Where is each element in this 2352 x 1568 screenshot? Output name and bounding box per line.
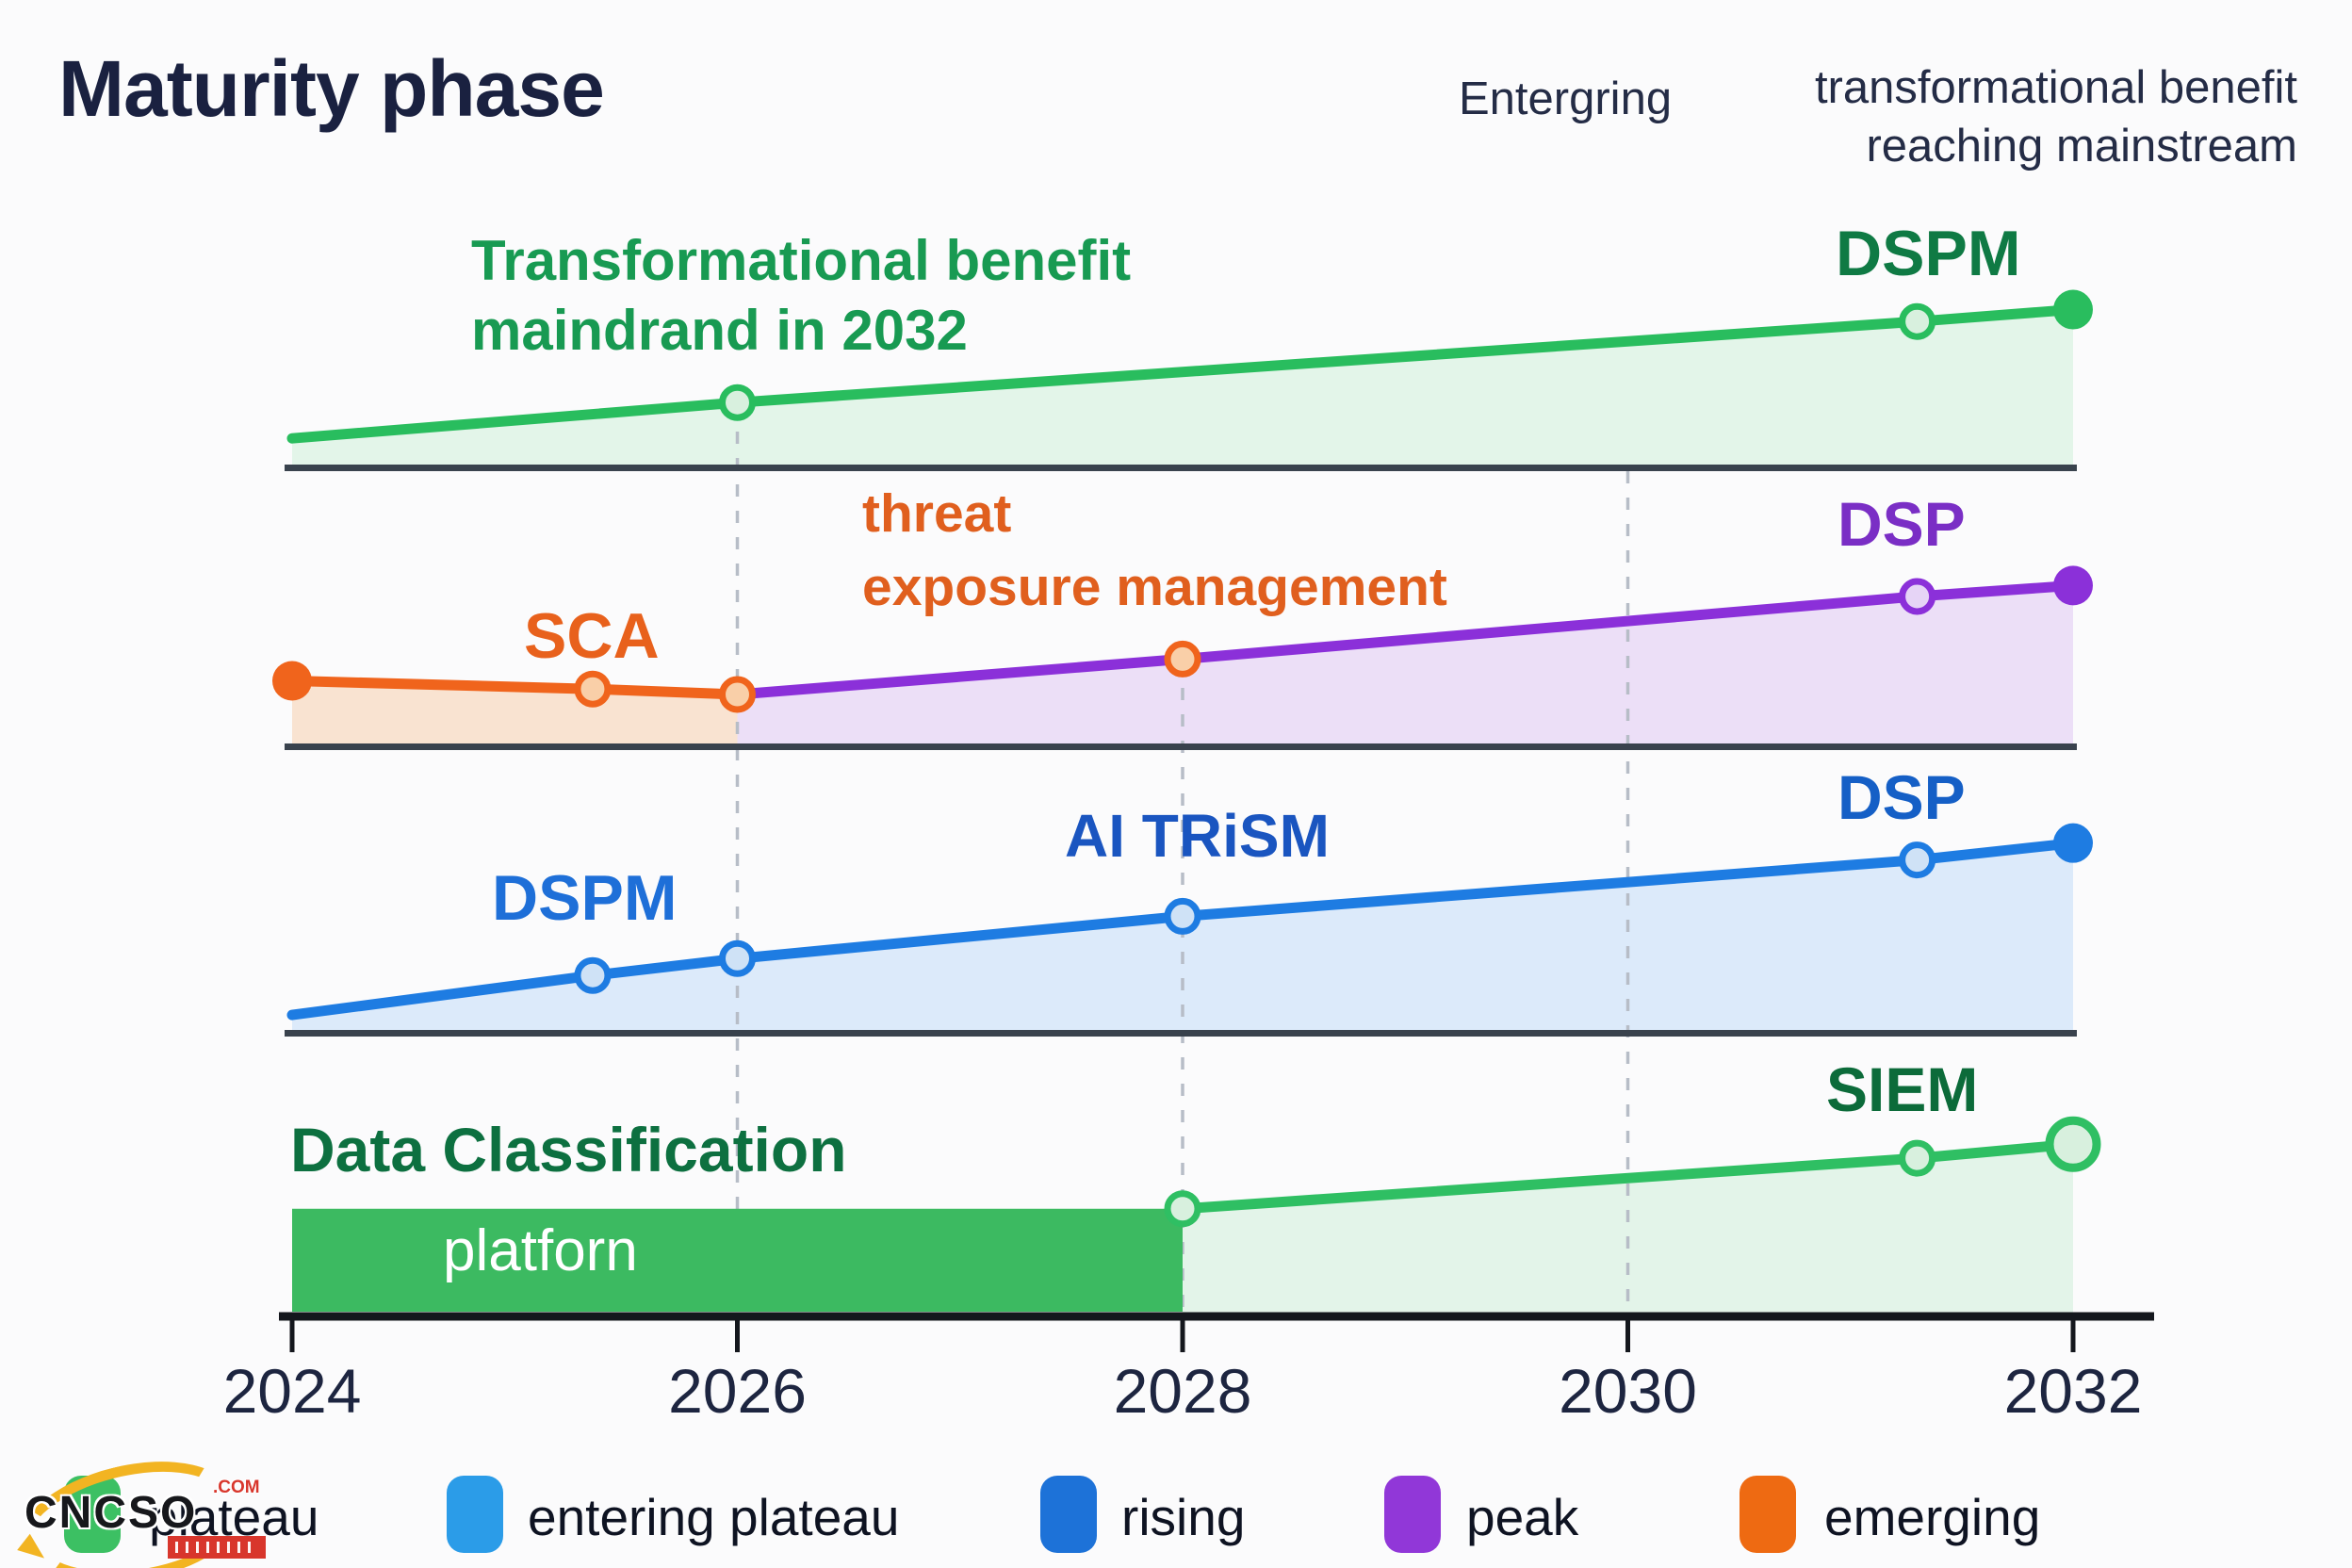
x-tick-2026: 2026 [668,1356,807,1426]
band4-series-label-siem: SIEM [1826,1054,1979,1124]
x-tick-2028: 2028 [1113,1356,1252,1426]
marker-solid [272,661,312,701]
band3-series-label-dsp: DSP [1838,762,1966,832]
legend-swatch-peak [1384,1476,1441,1553]
logo-brand-text: CNCSO [24,1488,198,1538]
marker-hollow [1164,897,1201,935]
area-fill [292,309,2073,465]
band2-annotation-threat-exposure: threat exposure management [862,477,1447,624]
band1-annotation-line1: Transformational benefit [471,229,1132,292]
marker-hollow [719,676,756,713]
cncso-watermark-logo: CNCSO .COM [4,1441,298,1568]
legend-swatch-rising [1040,1476,1097,1553]
marker-solid [2053,565,2093,606]
area-fill [292,680,738,743]
band2-annotation-line2: exposure management [862,557,1447,617]
x-tick-2032: 2032 [2003,1356,2143,1426]
band4-bar-label-platform: platforn [443,1218,638,1283]
area-fill [737,585,2073,743]
band1-annotation: Transformational benefit maindrand in 203… [471,226,1131,366]
marker-hollow [574,956,612,994]
legend-swatch-entering-plateau [447,1476,503,1553]
logo-tld-text: .COM [213,1478,260,1497]
area-fill [1183,1144,2073,1315]
logo-red-badge [168,1536,266,1559]
annotation-mainstream-line2: reaching mainstream [1866,121,2297,172]
marker-hollow [1899,841,1936,879]
marker-hollow [1899,578,1936,615]
legend-swatch-plateau [64,1476,121,1553]
marker-hollow [719,939,756,977]
data-classification-bar [292,1208,1183,1312]
marker-hollow [1164,1190,1201,1228]
legend-swatch-emerging [1740,1476,1796,1553]
legend-label-entering-plateau: entering plateau [528,1488,900,1546]
annotation-emerging: Entergring [1459,74,1673,124]
annotation-mainstream: transformational benefit reaching mainstr… [1770,58,2297,175]
page-title: Maturity phase [58,44,605,133]
marker-hollow-large [2045,1116,2101,1172]
band2-annotation-line1: threat [862,483,1012,544]
series-line [286,838,2079,1021]
legend-label-rising: rising [1121,1488,1246,1546]
band2-series-label-dsp: DSP [1838,489,1966,559]
band1-annotation-line2: maindrand in 2032 [471,299,968,362]
legend-label-peak: peak [1466,1488,1579,1546]
marker-solid [2053,823,2093,863]
band3-series-label-ai-trism: AI TRiSM [1065,802,1330,870]
band4-title-data-classification: Data Classification [290,1115,847,1184]
annotation-mainstream-line1: transformational benefit [1814,62,2297,113]
legend-label-emerging: emerging [1824,1488,2041,1546]
marker-hollow [1899,1139,1936,1177]
marker-hollow [719,384,756,421]
marker-solid [2053,289,2093,330]
marker-hollow [574,670,612,708]
x-tick-2030: 2030 [1559,1356,1697,1426]
series-line [732,580,2079,700]
series-line [286,304,2079,444]
x-tick-2024: 2024 [222,1356,362,1426]
marker-hollow [1164,640,1201,678]
band1-series-label-dspm: DSPM [1836,218,2021,289]
band2-series-label-sca: SCA [524,600,660,672]
band3-series-label-dspm: DSPM [492,862,678,934]
marker-hollow [1899,302,1936,340]
